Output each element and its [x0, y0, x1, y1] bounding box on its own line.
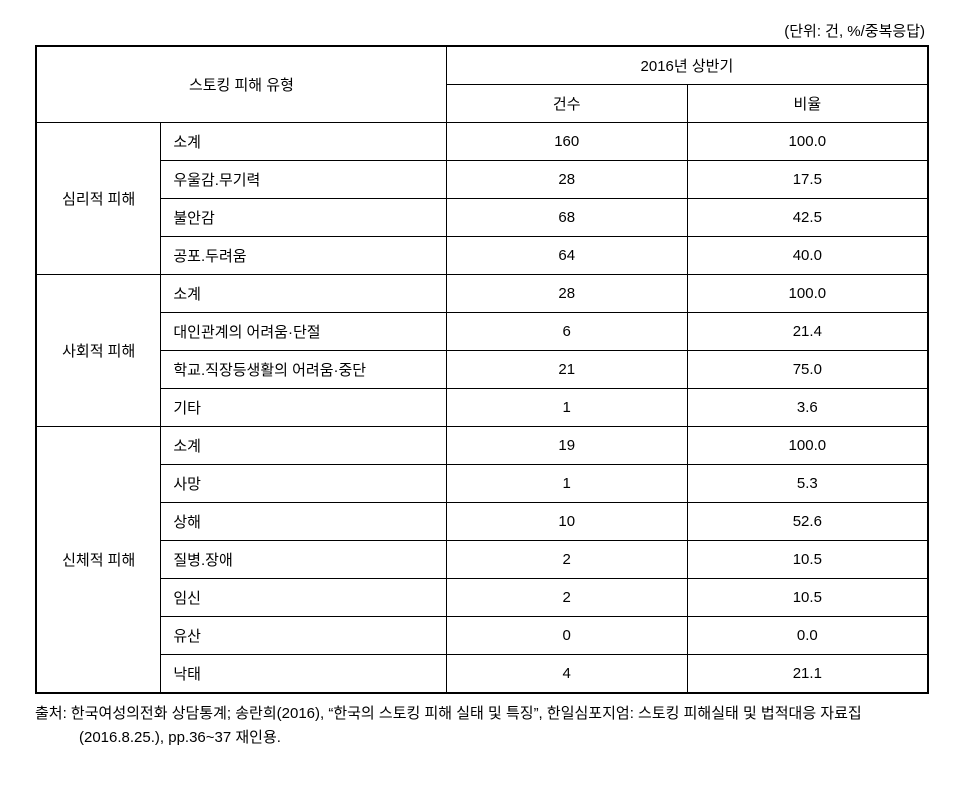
row-count: 1	[446, 389, 687, 427]
header-ratio: 비율	[687, 85, 928, 123]
header-type: 스토킹 피해 유형	[36, 46, 446, 123]
row-count: 28	[446, 275, 687, 313]
table-row: 상해1052.6	[36, 503, 928, 541]
table-row: 불안감6842.5	[36, 199, 928, 237]
category-label: 신체적 피해	[36, 427, 161, 694]
row-count: 4	[446, 655, 687, 694]
row-ratio: 52.6	[687, 503, 928, 541]
header-period: 2016년 상반기	[446, 46, 928, 85]
row-label: 임신	[161, 579, 446, 617]
table-row: 대인관계의 어려움·단절621.4	[36, 313, 928, 351]
row-ratio: 75.0	[687, 351, 928, 389]
row-label: 불안감	[161, 199, 446, 237]
table-row: 심리적 피해소계160100.0	[36, 123, 928, 161]
table-body: 심리적 피해소계160100.0우울감.무기력2817.5불안감6842.5공포…	[36, 123, 928, 694]
row-count: 68	[446, 199, 687, 237]
row-ratio: 40.0	[687, 237, 928, 275]
row-label: 학교.직장등생활의 어려움·중단	[161, 351, 446, 389]
row-ratio: 42.5	[687, 199, 928, 237]
row-ratio: 21.4	[687, 313, 928, 351]
row-label: 우울감.무기력	[161, 161, 446, 199]
row-count: 19	[446, 427, 687, 465]
row-ratio: 100.0	[687, 123, 928, 161]
row-count: 64	[446, 237, 687, 275]
row-count: 1	[446, 465, 687, 503]
row-label: 낙태	[161, 655, 446, 694]
row-label: 소계	[161, 123, 446, 161]
row-ratio: 0.0	[687, 617, 928, 655]
row-count: 160	[446, 123, 687, 161]
table-row: 학교.직장등생활의 어려움·중단2175.0	[36, 351, 928, 389]
row-count: 2	[446, 541, 687, 579]
row-count: 0	[446, 617, 687, 655]
row-label: 기타	[161, 389, 446, 427]
table-row: 유산00.0	[36, 617, 928, 655]
table-row: 신체적 피해소계19100.0	[36, 427, 928, 465]
row-label: 사망	[161, 465, 446, 503]
row-label: 상해	[161, 503, 446, 541]
row-count: 21	[446, 351, 687, 389]
table-row: 공포.두려움6440.0	[36, 237, 928, 275]
table-row: 우울감.무기력2817.5	[36, 161, 928, 199]
row-label: 소계	[161, 275, 446, 313]
row-ratio: 100.0	[687, 427, 928, 465]
row-count: 6	[446, 313, 687, 351]
row-ratio: 17.5	[687, 161, 928, 199]
category-label: 심리적 피해	[36, 123, 161, 275]
row-label: 유산	[161, 617, 446, 655]
table-row: 임신210.5	[36, 579, 928, 617]
table-row: 사망15.3	[36, 465, 928, 503]
row-label: 대인관계의 어려움·단절	[161, 313, 446, 351]
row-label: 공포.두려움	[161, 237, 446, 275]
table-row: 사회적 피해소계28100.0	[36, 275, 928, 313]
row-ratio: 10.5	[687, 579, 928, 617]
category-label: 사회적 피해	[36, 275, 161, 427]
row-label: 질병.장애	[161, 541, 446, 579]
row-count: 10	[446, 503, 687, 541]
row-count: 28	[446, 161, 687, 199]
table-row: 질병.장애210.5	[36, 541, 928, 579]
row-ratio: 21.1	[687, 655, 928, 694]
stalking-damage-table: 스토킹 피해 유형 2016년 상반기 건수 비율 심리적 피해소계160100…	[35, 45, 929, 694]
row-label: 소계	[161, 427, 446, 465]
row-ratio: 10.5	[687, 541, 928, 579]
table-header-row-1: 스토킹 피해 유형 2016년 상반기	[36, 46, 928, 85]
table-row: 기타13.6	[36, 389, 928, 427]
header-count: 건수	[446, 85, 687, 123]
row-ratio: 5.3	[687, 465, 928, 503]
row-count: 2	[446, 579, 687, 617]
table-row: 낙태421.1	[36, 655, 928, 694]
row-ratio: 100.0	[687, 275, 928, 313]
source-citation: 출처: 한국여성의전화 상담통계; 송란희(2016), “한국의 스토킹 피해…	[35, 702, 929, 750]
row-ratio: 3.6	[687, 389, 928, 427]
unit-label: (단위: 건, %/중복응답)	[35, 20, 929, 41]
